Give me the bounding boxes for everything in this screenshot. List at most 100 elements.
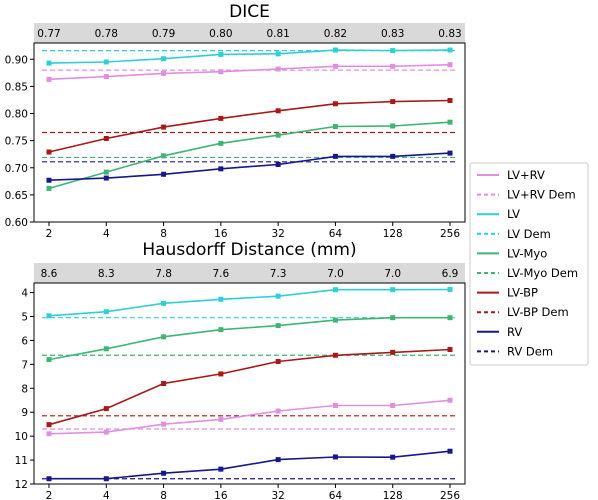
- top-label-band: [34, 263, 465, 283]
- data-point: [447, 315, 453, 321]
- data-point: [275, 293, 281, 299]
- series-line: [48, 399, 451, 435]
- top-label: 0.78: [95, 28, 118, 40]
- x-tick-label: 4: [103, 490, 110, 500]
- legend-label: LV+RV Dem: [507, 188, 576, 202]
- data-point: [46, 313, 52, 319]
- data-point: [103, 175, 109, 181]
- data-point: [46, 357, 52, 363]
- legend-label: RV: [507, 325, 522, 339]
- data-point: [161, 70, 167, 76]
- data-point: [332, 47, 338, 53]
- chart-title: Hausdorff Distance (mm): [142, 240, 356, 260]
- data-point: [390, 454, 396, 460]
- data-point: [332, 153, 338, 159]
- data-point: [332, 454, 338, 460]
- data-point: [161, 470, 167, 476]
- data-point: [218, 371, 224, 377]
- series-line: [48, 152, 451, 181]
- legend-label: LV+RV: [507, 168, 545, 182]
- x-tick-label: 128: [383, 490, 403, 500]
- x-tick-label: 4: [103, 228, 110, 240]
- data-point: [275, 162, 281, 168]
- data-point: [161, 171, 167, 177]
- y-tick-label: 7: [21, 359, 28, 371]
- data-point: [275, 358, 281, 364]
- data-point: [161, 56, 167, 62]
- x-tick-label: 8: [160, 228, 167, 240]
- data-point: [218, 140, 224, 146]
- data-point: [447, 397, 453, 403]
- chart-dice: DICE 0.77 0.78 0.79 0.80 0.81 0.82 0.83 0.83 0.60…: [5, 2, 466, 240]
- data-point: [161, 334, 167, 340]
- data-point: [103, 135, 109, 141]
- data-point: [275, 51, 281, 57]
- y-tick-label: 0.80: [5, 109, 28, 121]
- chart-hausdorff: Hausdorff Distance (mm) 8.6 8.3 7.8 7.6 7.3 7.…: [15, 240, 466, 500]
- data-point: [332, 317, 338, 323]
- plot-frame: [33, 42, 466, 223]
- x-tick-label: 2: [46, 228, 53, 240]
- data-point: [332, 101, 338, 107]
- top-label: 0.82: [324, 28, 347, 40]
- data-point: [161, 421, 167, 427]
- y-tick-label: 12: [15, 479, 28, 491]
- x-tick-label: 128: [383, 228, 403, 240]
- data-point: [103, 476, 109, 482]
- data-point: [275, 132, 281, 138]
- y-tick-label: 0.75: [5, 136, 28, 148]
- data-point: [447, 47, 453, 53]
- x-tick-label: 8: [160, 490, 167, 500]
- data-point: [390, 99, 396, 105]
- top-label: 7.3: [270, 268, 287, 280]
- data-point: [447, 448, 453, 454]
- data-point: [46, 431, 52, 437]
- data-point: [275, 66, 281, 72]
- data-point: [103, 346, 109, 352]
- legend-box: [469, 162, 589, 366]
- x-tick-label: 16: [214, 490, 228, 500]
- data-point: [332, 124, 338, 130]
- y-tick-label: 6: [21, 335, 28, 347]
- data-point: [46, 177, 52, 183]
- y-tick-label: 9: [21, 407, 28, 419]
- top-label: 8.3: [98, 268, 115, 280]
- top-label: 7.6: [213, 268, 230, 280]
- data-point: [103, 169, 109, 175]
- legend-label: LV-BP: [507, 286, 538, 300]
- series-line: [48, 316, 450, 361]
- top-label: 8.6: [41, 268, 58, 280]
- top-label: 6.9: [442, 268, 459, 280]
- data-point: [447, 286, 453, 292]
- data-point: [275, 408, 281, 414]
- y-tick-label: 4: [21, 288, 28, 300]
- data-point: [218, 51, 224, 57]
- data-point: [447, 347, 453, 353]
- data-point: [161, 300, 167, 306]
- legend-label: LV-Myo: [507, 246, 547, 260]
- top-label: 7.8: [155, 268, 172, 280]
- top-label-band: [34, 23, 465, 43]
- chart-title: DICE: [229, 2, 270, 22]
- y-tick-label: 8: [21, 383, 28, 395]
- data-point: [218, 466, 224, 472]
- data-point: [332, 287, 338, 293]
- data-point: [447, 150, 453, 156]
- data-point: [103, 59, 109, 65]
- data-point: [390, 403, 396, 409]
- legend-label: LV Dem: [507, 227, 551, 241]
- data-point: [46, 476, 52, 482]
- y-tick-label: 0.70: [5, 163, 28, 175]
- top-label: 7.0: [384, 268, 401, 280]
- data-point: [275, 108, 281, 114]
- data-point: [332, 352, 338, 358]
- series-line: [48, 348, 451, 426]
- legend-label: RV Dem: [507, 344, 553, 358]
- data-point: [103, 74, 109, 80]
- data-point: [390, 48, 396, 54]
- x-tick-label: 256: [440, 228, 460, 240]
- data-point: [218, 416, 224, 422]
- series-line: [48, 49, 451, 64]
- data-point: [218, 327, 224, 333]
- y-tick-label: 0.85: [5, 81, 28, 93]
